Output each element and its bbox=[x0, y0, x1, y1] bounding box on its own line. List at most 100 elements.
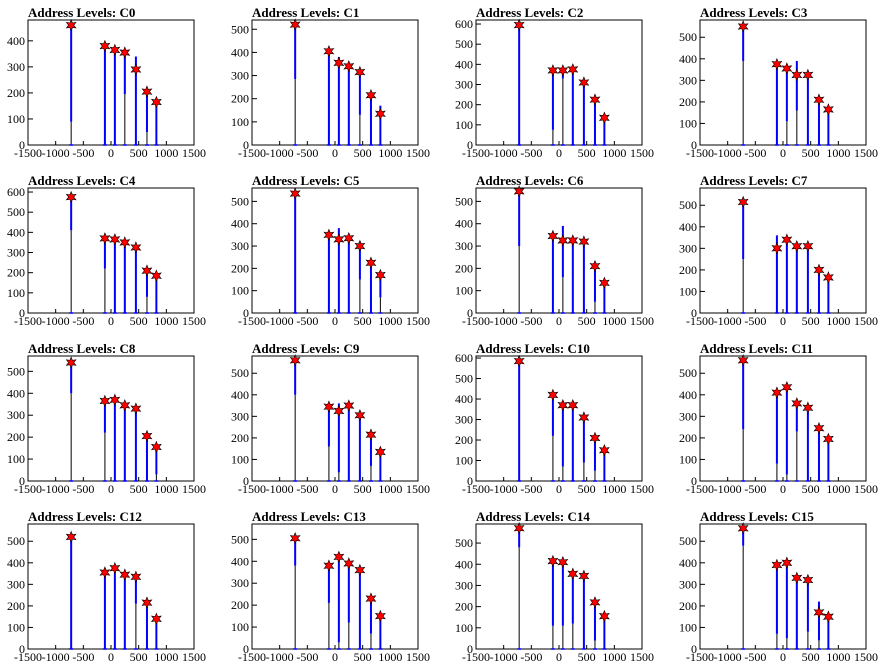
y-tick-label: 300 bbox=[455, 578, 473, 592]
y-tick-label: 0 bbox=[467, 138, 473, 152]
x-tick-label: 1000 bbox=[378, 650, 402, 664]
y-tick-label: 300 bbox=[679, 409, 697, 423]
peak-marker bbox=[333, 404, 345, 418]
y-tick-label: 300 bbox=[231, 69, 249, 83]
x-tick-label: 0 bbox=[108, 314, 114, 328]
x-tick-label: -1000 bbox=[490, 314, 518, 328]
x-tick-label: 500 bbox=[130, 482, 148, 496]
x-tick-label: -500 bbox=[296, 314, 318, 328]
x-tick-label: 500 bbox=[130, 146, 148, 160]
peak-marker bbox=[513, 18, 525, 32]
y-tick-label: 100 bbox=[679, 452, 697, 466]
chart-panel-c3: Address Levels: C30100200300400500-1500-… bbox=[679, 5, 878, 160]
y-tick-label: 100 bbox=[455, 621, 473, 635]
peak-marker bbox=[289, 187, 301, 200]
y-tick-label: 100 bbox=[455, 454, 473, 468]
peak-marker bbox=[813, 421, 825, 435]
y-tick-label: 0 bbox=[19, 138, 25, 152]
peak-marker bbox=[598, 443, 610, 457]
y-tick-label: 400 bbox=[7, 556, 25, 570]
chart-title: Address Levels: C2 bbox=[476, 5, 583, 20]
chart-title: Address Levels: C15 bbox=[700, 509, 814, 524]
chart-panel-c9: Address Levels: C90100200300400500-1500-… bbox=[231, 341, 430, 496]
y-tick-label: 0 bbox=[691, 474, 697, 488]
chart-title: Address Levels: C9 bbox=[252, 341, 360, 356]
peak-marker bbox=[802, 68, 814, 82]
x-tick-label: 1000 bbox=[154, 482, 178, 496]
peak-marker bbox=[567, 63, 579, 76]
peak-marker bbox=[513, 521, 525, 535]
peak-marker bbox=[119, 568, 131, 581]
y-tick-label: 300 bbox=[7, 246, 25, 260]
y-tick-label: 200 bbox=[7, 430, 25, 444]
peak-marker bbox=[578, 76, 590, 89]
y-tick-label: 300 bbox=[7, 408, 25, 422]
peak-marker bbox=[813, 263, 825, 277]
x-tick-label: 1000 bbox=[602, 650, 626, 664]
chart-title: Address Levels: C6 bbox=[476, 173, 584, 188]
peak-marker bbox=[791, 68, 803, 82]
peak-marker bbox=[119, 236, 131, 249]
y-tick-label: 100 bbox=[7, 112, 25, 126]
x-tick-label: -1500 bbox=[14, 482, 42, 496]
peak-marker bbox=[557, 64, 569, 77]
y-tick-label: 500 bbox=[231, 194, 249, 208]
y-tick-label: 500 bbox=[231, 366, 249, 380]
peak-marker bbox=[567, 398, 579, 412]
peak-marker bbox=[822, 271, 834, 284]
chart-title: Address Levels: C10 bbox=[476, 341, 590, 356]
chart-panel-c14: Address Levels: C14 0 100 200 300 400 500 -1500… bbox=[455, 509, 654, 664]
y-tick-label: 400 bbox=[7, 225, 25, 239]
x-tick-label: -1500 bbox=[686, 650, 714, 664]
x-tick-label: 500 bbox=[802, 146, 820, 160]
y-tick-label: 100 bbox=[7, 620, 25, 634]
x-tick-label: 500 bbox=[354, 482, 372, 496]
peak-marker bbox=[130, 570, 142, 584]
x-tick-label: 0 bbox=[332, 314, 338, 328]
y-tick-label: 200 bbox=[455, 98, 473, 112]
peak-marker bbox=[323, 44, 335, 58]
x-tick-label: 500 bbox=[130, 314, 148, 328]
y-tick-label: 400 bbox=[455, 557, 473, 571]
x-tick-label: -1500 bbox=[14, 650, 42, 664]
peak-marker bbox=[354, 65, 366, 79]
peak-marker bbox=[822, 610, 834, 623]
peak-marker bbox=[109, 233, 121, 246]
x-tick-label: 1000 bbox=[602, 146, 626, 160]
chart-panel-c5: Address Levels: C50100200300400500-1500-… bbox=[231, 173, 430, 328]
x-tick-label: -1500 bbox=[462, 314, 490, 328]
x-tick-label: -500 bbox=[744, 482, 766, 496]
plot-frame bbox=[251, 187, 419, 314]
y-tick-label: 400 bbox=[679, 388, 697, 402]
peak-marker bbox=[99, 566, 111, 579]
peak-marker bbox=[333, 233, 345, 246]
y-tick-label: 500 bbox=[231, 532, 249, 546]
y-tick-label: 500 bbox=[7, 364, 25, 378]
peak-marker bbox=[65, 190, 77, 204]
x-tick-label: -500 bbox=[520, 482, 542, 496]
y-tick-label: 400 bbox=[231, 388, 249, 402]
x-tick-label: -1000 bbox=[266, 482, 294, 496]
peak-marker bbox=[813, 606, 825, 619]
peak-marker bbox=[65, 18, 77, 32]
peak-marker bbox=[598, 111, 610, 125]
y-tick-label: 500 bbox=[7, 205, 25, 219]
x-tick-label: 1500 bbox=[630, 146, 654, 160]
x-tick-label: -1500 bbox=[686, 314, 714, 328]
x-tick-label: 1000 bbox=[154, 650, 178, 664]
x-tick-label: 1000 bbox=[826, 482, 850, 496]
chart-panel-c1: Address Levels: C10100200300400500-1500-… bbox=[231, 5, 430, 160]
x-tick-label: 0 bbox=[780, 314, 786, 328]
plot-frame bbox=[251, 19, 419, 146]
x-tick-label: 1500 bbox=[630, 314, 654, 328]
x-tick-label: -1000 bbox=[266, 146, 294, 160]
chart-panel-c2: Address Levels: C2 0 100 200 300 400 500 600 -15… bbox=[455, 5, 654, 160]
peak-marker bbox=[109, 561, 121, 575]
x-tick-label: 1500 bbox=[406, 146, 430, 160]
chart-title: Address Levels: C5 bbox=[252, 173, 360, 188]
y-tick-label: 400 bbox=[231, 554, 249, 568]
peak-marker bbox=[365, 256, 377, 270]
x-tick-label: 1000 bbox=[602, 482, 626, 496]
x-tick-label: -500 bbox=[72, 146, 94, 160]
